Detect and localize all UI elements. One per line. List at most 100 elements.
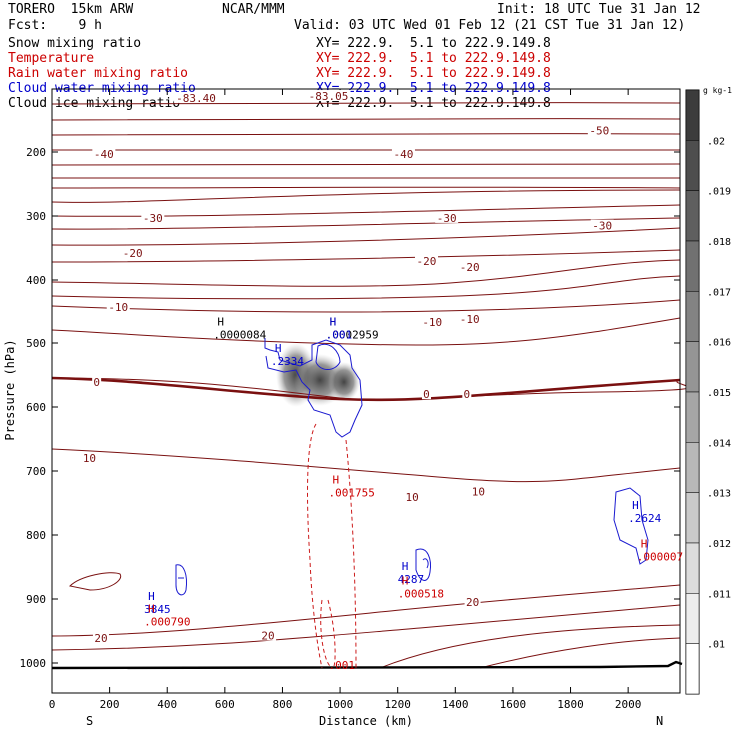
colorbar-swatch-8	[685, 492, 700, 544]
temperature-label-bg-7	[590, 219, 614, 231]
temperature-label-20: 20	[94, 632, 107, 645]
x-tick-label-8: 1600	[500, 698, 527, 711]
temperature-label-3: -40	[94, 148, 114, 161]
x-tick-label-9: 1800	[557, 698, 584, 711]
temperature-label-16: 0	[464, 388, 471, 401]
temperature-label-10: -20	[460, 261, 480, 274]
x-tick-label-5: 1000	[327, 698, 354, 711]
temperature-label-bg-19	[470, 485, 487, 497]
x-tick-label-4: 800	[273, 698, 293, 711]
temperature-label-9: -20	[417, 255, 437, 268]
x-tick-label-7: 1400	[442, 698, 469, 711]
temperature-label-14: 0	[93, 376, 100, 389]
temperature-label-bg-22	[464, 596, 481, 608]
y-tick-label-3: 500	[26, 337, 46, 350]
colorbar-tick-10: .01	[707, 640, 725, 651]
colorbar-tick-8: .012	[707, 539, 731, 550]
temperature-label-bg-1	[306, 90, 351, 102]
colorbar-tick-labels: .02 .019 .018 .017 .016 .015 .014 .013 .012 .011.…	[707, 136, 731, 650]
temperature-label-bg-3	[92, 147, 116, 159]
temperature-label-2: -50	[589, 124, 609, 137]
rain-water-contours	[307, 423, 357, 669]
y-tick-label-2: 400	[26, 274, 46, 287]
x-tick-label-2: 400	[157, 698, 177, 711]
colorbar-swatch-6	[685, 391, 700, 443]
extrema-value-9: 3845	[144, 603, 171, 616]
colorbar-swatches	[685, 89, 700, 695]
extrema-mark-6: H	[641, 537, 648, 550]
colorbar-tick-1: .019	[707, 187, 731, 198]
colorbar-swatch-5	[685, 341, 700, 393]
extrema-mark-9: H	[148, 590, 155, 603]
temperature-label-bg-4	[391, 147, 415, 159]
temperature-label-6: -30	[437, 212, 457, 225]
forecast-hour: Fcst: 9 h	[8, 18, 102, 33]
temperature-label-bg-15	[421, 388, 431, 400]
extrema-value-3: .2334	[271, 355, 304, 368]
extrema-value-4: .001755	[329, 486, 375, 499]
y-tick-label-8: 1000	[20, 657, 47, 670]
terrain-surface	[51, 660, 683, 670]
temperature-label-bg-20	[92, 632, 109, 644]
x-tick-label-1: 200	[100, 698, 120, 711]
temperature-label-13: -10	[460, 313, 480, 326]
temperature-label-bg-16	[462, 388, 472, 400]
extrema-mark-8: H	[402, 575, 409, 588]
colorbar-swatch-0	[685, 89, 700, 141]
temperature-label-bg-6	[435, 211, 459, 223]
zero-degree-isotherm	[51, 376, 681, 402]
extrema-mark-3: H	[275, 342, 282, 355]
extrema-labels: H.0000084H.0002959H.001H.2334H.001755H.2…	[144, 315, 683, 672]
x-axis: 0 200 400 600 800 1000 1200 1400 1600 1800 2000	[49, 89, 641, 711]
legend-name-snow: Snow mixing ratio	[8, 36, 142, 51]
temperature-label-bg-0	[174, 91, 219, 103]
colorbar-tick-0: .02	[707, 136, 725, 147]
extrema-value-11: .001	[329, 659, 356, 672]
temperature-label-4: -40	[394, 148, 414, 161]
temperature-label-bg-10	[458, 261, 482, 273]
temperature-label-5: -30	[143, 212, 163, 225]
temperature-label-11: -10	[108, 301, 128, 314]
x-tick-label-6: 1200	[384, 698, 411, 711]
temperature-label-17: 10	[83, 452, 96, 465]
extrema-value-2: .001	[326, 328, 353, 341]
x-axis-label: Distance (km)	[319, 714, 413, 728]
temperature-label-bg-5	[141, 211, 165, 223]
temperature-label-bg-9	[414, 254, 438, 266]
x-tick-label-0: 0	[49, 698, 56, 711]
temperature-label-21: 20	[261, 629, 274, 642]
valid-time: Valid: 03 UTC Wed 01 Feb 12 (21 CST Tue …	[294, 18, 686, 33]
colorbar-tick-5: .015	[707, 388, 731, 399]
extrema-mark-0: H	[217, 315, 224, 328]
temperature-label-22: 20	[466, 596, 479, 609]
colorbar-unit: g kg-1	[703, 86, 732, 95]
colorbar-tick-7: .013	[707, 489, 731, 500]
colorbar-swatch-7	[685, 442, 700, 493]
temperature-label-19: 10	[472, 485, 485, 498]
model-title: TORERO 15km ARW	[8, 2, 134, 17]
y-tick-label-6: 800	[26, 529, 46, 542]
x-tick-label-3: 600	[215, 698, 235, 711]
organization-label: NCAR/MMM	[222, 2, 285, 17]
cloud-water-contours	[175, 338, 649, 596]
extrema-value-5: .2624	[628, 512, 661, 525]
legend-xy-snow: XY= 222.9. 5.1 to 222.9.149.8	[316, 36, 551, 51]
extrema-mark-5: H	[632, 499, 639, 512]
temperature-label-bg-21	[260, 629, 277, 641]
temperature-label-12: -10	[422, 316, 442, 329]
temperature-label-bg-18	[404, 491, 421, 503]
extrema-value-7: 4287	[398, 573, 425, 586]
y-tick-label-7: 900	[26, 593, 46, 606]
colorbar-tick-2: .018	[707, 237, 731, 248]
extrema-value-1: .0002959	[326, 328, 379, 341]
extrema-value-8: .000518	[398, 588, 444, 601]
colorbar-tick-6: .014	[707, 438, 731, 449]
temperature-label-bg-17	[81, 452, 98, 464]
temperature-label-bg-12	[420, 316, 444, 328]
colorbar-tick-4: .016	[707, 338, 731, 349]
north-label: N	[656, 714, 663, 728]
y-tick-label-0: 200	[26, 146, 46, 159]
y-axis-label: Pressure (hPa)	[3, 339, 17, 440]
extrema-value-0: .0000084	[213, 328, 266, 341]
extrema-mark-2: H	[330, 315, 337, 328]
